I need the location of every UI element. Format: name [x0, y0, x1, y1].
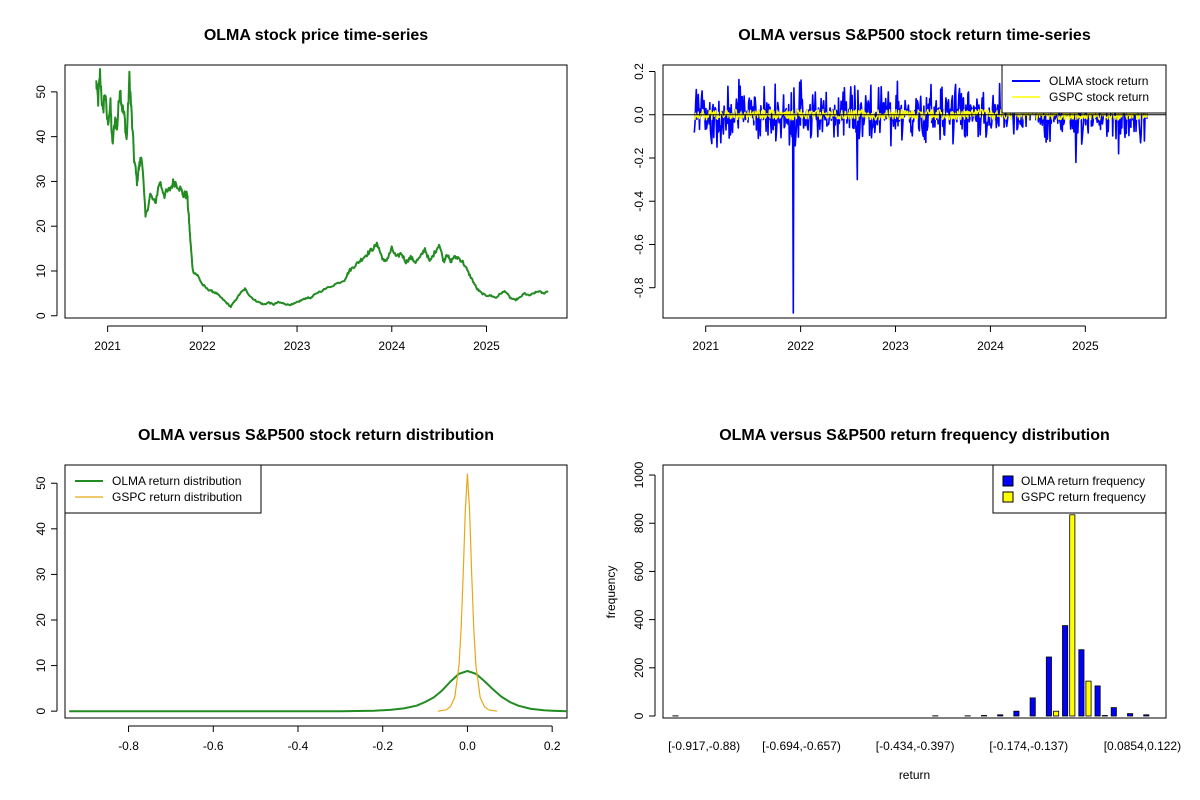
- plot-frame-4: [662, 464, 1167, 719]
- y-tick-label-2: -0.6: [632, 234, 646, 255]
- gspc-density-line: [437, 473, 498, 712]
- x-tick-label-1: 2023: [284, 339, 311, 353]
- y-tick-label-2: -0.8: [632, 277, 646, 298]
- olma-bar-24: [1062, 625, 1069, 717]
- x-tick-label-2: 2021: [692, 339, 719, 353]
- x-tick-label-1: 2024: [378, 339, 405, 353]
- legend-box-3: [64, 464, 262, 514]
- y-tick-label-4: 600: [632, 561, 646, 581]
- y-tick-label-1: 0: [34, 312, 48, 319]
- plot-frame-1: [64, 64, 568, 319]
- olma-bar-27: [1110, 707, 1117, 717]
- y-tick-label-3: 10: [34, 659, 48, 673]
- y-tick-label-2: 0.2: [632, 63, 646, 80]
- x-tick-label-1: 2025: [473, 339, 500, 353]
- legend-box-2: [1001, 64, 1167, 114]
- x-tick-label-2: 2022: [787, 339, 814, 353]
- olma-bar-25: [1078, 649, 1085, 717]
- chart-title-3: OLMA versus S&P500 stock return distribu…: [138, 427, 494, 444]
- y-tick-label-4: 1000: [632, 461, 646, 488]
- olma-bar-26: [1094, 685, 1101, 717]
- y-tick-label-1: 30: [34, 174, 48, 188]
- y-tick-label-3: 40: [34, 522, 48, 536]
- y-tick-label-3: 30: [34, 567, 48, 581]
- olma-density-line: [69, 670, 568, 713]
- x-tick-label-4: [-0.694,-0.657): [762, 739, 841, 753]
- y-tick-label-3: 0: [34, 708, 48, 715]
- y-tick-label-3: 50: [34, 476, 48, 490]
- x-tick-label-4: [0.0854,0.122): [1104, 739, 1181, 753]
- y-tick-label-2: -0.4: [632, 191, 646, 212]
- plot-frame-3: [64, 464, 568, 719]
- y-tick-label-3: 20: [34, 613, 48, 627]
- chart-title-1: OLMA stock price time-series: [204, 27, 428, 44]
- y-tick-label-2: 0.0: [632, 106, 646, 123]
- y-tick-label-4: 800: [632, 513, 646, 533]
- x-tick-label-3: -0.2: [372, 739, 393, 753]
- x-tick-label-3: 0.0: [459, 739, 476, 753]
- chart-title-2: OLMA versus S&P500 stock return time-ser…: [738, 27, 1091, 44]
- plot-frame-2: [662, 64, 1167, 319]
- y-tick-label-2: -0.2: [632, 147, 646, 168]
- legend-label-4: OLMA return frequency: [1021, 474, 1145, 488]
- legend-label-3: GSPC return distribution: [112, 490, 242, 504]
- x-tick-label-1: 2021: [94, 339, 121, 353]
- chart-title-4: OLMA versus S&P500 return frequency dist…: [719, 427, 1110, 444]
- gspc-bar-23: [1053, 710, 1060, 717]
- y-tick-label-1: 20: [34, 219, 48, 233]
- x-tick-label-2: 2025: [1072, 339, 1099, 353]
- legend-label-3: OLMA return distribution: [112, 474, 241, 488]
- olma-price-line: [95, 68, 549, 309]
- x-tick-label-4: [-0.434,-0.397): [876, 739, 955, 753]
- x-axis-title-4: return: [899, 768, 930, 782]
- y-tick-label-1: 10: [34, 264, 48, 278]
- x-tick-label-3: -0.6: [203, 739, 224, 753]
- olma-bar-19: [981, 715, 988, 717]
- y-tick-label-4: 0: [632, 712, 646, 719]
- x-tick-label-1: 2022: [189, 339, 216, 353]
- legend-label-2: OLMA stock return: [1049, 74, 1148, 88]
- y-tick-label-4: 200: [632, 657, 646, 677]
- y-axis-title-4: frequency: [604, 566, 618, 619]
- legend-label-2: GSPC stock return: [1049, 90, 1149, 104]
- legend-swatch-4: [1002, 475, 1014, 487]
- legend-label-4: GSPC return frequency: [1021, 490, 1146, 504]
- olma-bar-21: [1013, 710, 1020, 717]
- legend-swatch-4: [1002, 491, 1014, 503]
- olma-bar-22: [1029, 697, 1036, 717]
- x-tick-label-3: -0.8: [118, 739, 139, 753]
- olma-bar-20: [997, 714, 1004, 717]
- gspc-bar-25: [1085, 680, 1092, 717]
- olma-bar-23: [1045, 656, 1052, 717]
- x-tick-label-4: [-0.917,-0.88): [668, 739, 740, 753]
- y-tick-label-1: 40: [34, 130, 48, 144]
- olma-bar-29: [1143, 714, 1150, 717]
- x-tick-label-2: 2024: [977, 339, 1004, 353]
- x-tick-label-3: 0.2: [544, 739, 561, 753]
- x-tick-label-3: -0.4: [288, 739, 309, 753]
- legend-box-4: [992, 464, 1167, 514]
- gspc-bar-24: [1069, 514, 1076, 717]
- x-tick-label-4: [-0.174,-0.137): [989, 739, 1068, 753]
- y-tick-label-1: 50: [34, 85, 48, 99]
- gspc-bar-26: [1101, 715, 1108, 717]
- y-tick-label-4: 400: [632, 609, 646, 629]
- olma-bar-28: [1127, 713, 1134, 717]
- x-tick-label-2: 2023: [882, 339, 909, 353]
